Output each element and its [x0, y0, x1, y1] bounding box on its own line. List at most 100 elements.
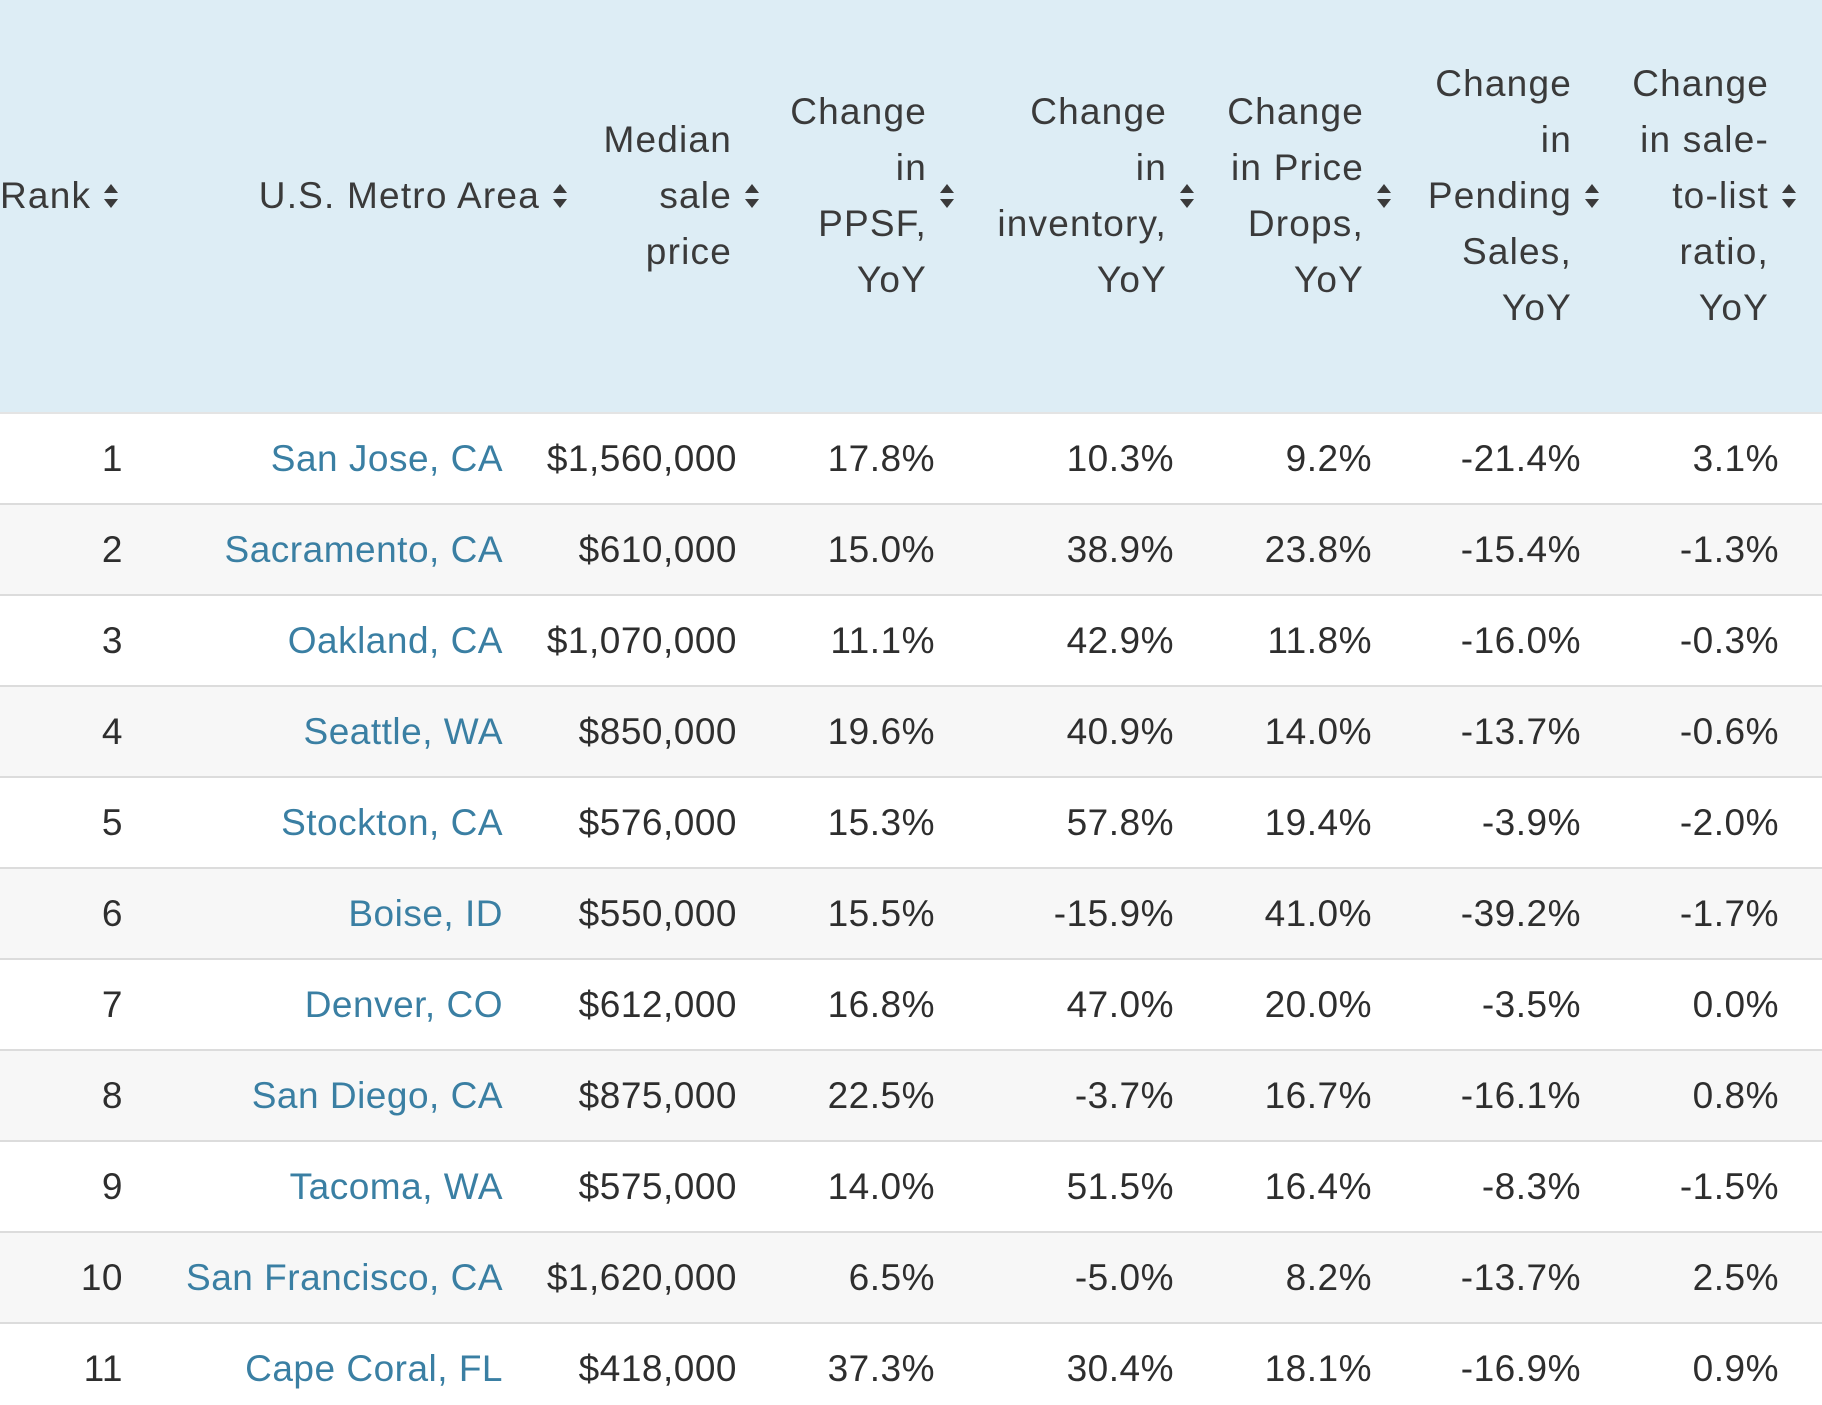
cell-price: $1,560,000 [546, 437, 737, 479]
table-row: 6 Boise, ID $550,000 15.5% -15.9% 41.0% -39.2%… [0, 869, 1822, 960]
sort-icon[interactable] [1376, 181, 1392, 211]
table-row: 1 San Jose, CA $1,560,000 17.8% 10.3% 9.2% -21… [0, 412, 1822, 505]
cell-rank: 7 [101, 983, 123, 1025]
cell-pending: -39.2% [1460, 892, 1581, 934]
metro-link[interactable]: Sacramento, CA [224, 528, 503, 570]
metro-link[interactable]: Stockton, CA [281, 801, 503, 843]
column-header-rank[interactable]: Rank [0, 0, 130, 412]
cell-drops: 11.8% [1267, 619, 1372, 661]
cell-ppsf: 16.8% [827, 983, 935, 1025]
cell-inv: 10.3% [1066, 437, 1174, 479]
sort-icon[interactable] [552, 181, 568, 211]
sort-icon[interactable] [103, 181, 119, 211]
table-row: 3 Oakland, CA $1,070,000 11.1% 42.9% 11.8% -16… [0, 596, 1822, 687]
column-header-price[interactable]: Median sale price [575, 0, 760, 412]
cell-price: $612,000 [578, 983, 737, 1025]
table-row: 10 San Francisco, CA $1,620,000 6.5% -5.0% 8.… [0, 1233, 1822, 1324]
cell-pending: -3.9% [1481, 801, 1581, 843]
cell-rank: 5 [101, 801, 123, 843]
metro-link[interactable]: San Diego, CA [251, 1074, 503, 1116]
cell-pending: -13.7% [1460, 710, 1581, 752]
cell-pending: -8.3% [1481, 1165, 1581, 1207]
cell-inv: -5.0% [1074, 1256, 1174, 1298]
cell-inv: -15.9% [1053, 892, 1174, 934]
column-header-label: Change in Pending Sales, YoY [1427, 63, 1572, 328]
table-row: 2 Sacramento, CA $610,000 15.0% 38.9% 23.8% -1… [0, 505, 1822, 596]
cell-ppsf: 19.6% [827, 710, 935, 752]
cell-inv: 42.9% [1066, 619, 1174, 661]
cell-price: $875,000 [578, 1074, 737, 1116]
cell-rank: 6 [101, 892, 123, 934]
cell-drops: 41.0% [1264, 892, 1372, 934]
metro-link[interactable]: San Jose, CA [270, 437, 503, 479]
cell-price: $1,620,000 [546, 1256, 737, 1298]
cell-price: $1,070,000 [546, 619, 737, 661]
cell-drops: 9.2% [1285, 437, 1372, 479]
sort-icon[interactable] [1781, 181, 1797, 211]
table-row: 7 Denver, CO $612,000 16.8% 47.0% 20.0% -3.5% 0… [0, 960, 1822, 1051]
cell-ppsf: 15.0% [827, 528, 935, 570]
sort-icon[interactable] [1179, 181, 1195, 211]
cell-pending: -16.0% [1460, 619, 1581, 661]
cell-stl: -2.0% [1679, 801, 1779, 843]
cell-rank: 9 [101, 1165, 123, 1207]
cell-ppsf: 17.8% [827, 437, 935, 479]
cell-rank: 4 [101, 710, 123, 752]
metro-link[interactable]: Seattle, WA [303, 710, 503, 752]
cell-pending: -13.7% [1460, 1256, 1581, 1298]
metro-link[interactable]: Oakland, CA [287, 619, 503, 661]
column-header-pending[interactable]: Change in Pending Sales, YoY [1400, 0, 1600, 412]
cell-rank: 1 [101, 437, 123, 479]
cell-stl: -0.3% [1679, 619, 1779, 661]
cell-stl: 0.0% [1692, 983, 1779, 1025]
column-header-ppsf[interactable]: Change in PPSF, YoY [770, 0, 955, 412]
metro-link[interactable]: San Francisco, CA [186, 1256, 503, 1298]
cell-stl: 3.1% [1692, 437, 1779, 479]
cell-price: $850,000 [578, 710, 737, 752]
column-header-stl[interactable]: Change in sale- to-list ratio, YoY [1608, 0, 1797, 412]
metro-link[interactable]: Tacoma, WA [289, 1165, 503, 1207]
sort-icon[interactable] [1584, 181, 1600, 211]
cell-drops: 23.8% [1264, 528, 1372, 570]
sort-icon[interactable] [939, 181, 955, 211]
table-row: 4 Seattle, WA $850,000 19.6% 40.9% 14.0% -13.7… [0, 687, 1822, 778]
cell-rank: 2 [101, 528, 123, 570]
cell-inv: 40.9% [1066, 710, 1174, 752]
cell-stl: 2.5% [1692, 1256, 1779, 1298]
metro-link[interactable]: Denver, CO [304, 983, 503, 1025]
sort-icon[interactable] [744, 181, 760, 211]
cell-stl: -0.6% [1679, 710, 1779, 752]
column-header-label: Median sale price [603, 119, 732, 272]
cell-inv: 47.0% [1066, 983, 1174, 1025]
column-header-label: Change in Price Drops, YoY [1227, 91, 1364, 300]
cell-rank: 11 [83, 1347, 123, 1389]
cell-ppsf: 22.5% [827, 1074, 935, 1116]
table-header: Rank U.S. Metro Area Median sale price Chan… [0, 0, 1822, 412]
cell-pending: -15.4% [1460, 528, 1581, 570]
cell-drops: 19.4% [1264, 801, 1372, 843]
metro-link[interactable]: Cape Coral, FL [245, 1347, 503, 1389]
cell-price: $575,000 [578, 1165, 737, 1207]
cell-drops: 16.4% [1264, 1165, 1372, 1207]
cell-ppsf: 15.5% [827, 892, 935, 934]
cell-ppsf: 14.0% [827, 1165, 935, 1207]
cell-price: $550,000 [578, 892, 737, 934]
cell-ppsf: 37.3% [827, 1347, 935, 1389]
cell-pending: -3.5% [1481, 983, 1581, 1025]
cell-stl: -1.3% [1679, 528, 1779, 570]
table-row: 9 Tacoma, WA $575,000 14.0% 51.5% 16.4% -8.3% -… [0, 1142, 1822, 1233]
column-header-inv[interactable]: Change in inventory, YoY [965, 0, 1195, 412]
column-header-label: U.S. Metro Area [258, 175, 540, 216]
cell-stl: -1.5% [1679, 1165, 1779, 1207]
table-row: 8 San Diego, CA $875,000 22.5% -3.7% 16.7% -16… [0, 1051, 1822, 1142]
cell-drops: 14.0% [1264, 710, 1372, 752]
column-header-drops[interactable]: Change in Price Drops, YoY [1205, 0, 1392, 412]
metro-link[interactable]: Boise, ID [348, 892, 503, 934]
cell-price: $418,000 [578, 1347, 737, 1389]
column-header-metro[interactable]: U.S. Metro Area [135, 0, 568, 412]
column-header-label: Rank [0, 175, 92, 216]
cell-drops: 16.7% [1264, 1074, 1372, 1116]
cell-drops: 18.1% [1264, 1347, 1372, 1389]
cell-pending: -16.9% [1460, 1347, 1581, 1389]
cell-drops: 20.0% [1264, 983, 1372, 1025]
